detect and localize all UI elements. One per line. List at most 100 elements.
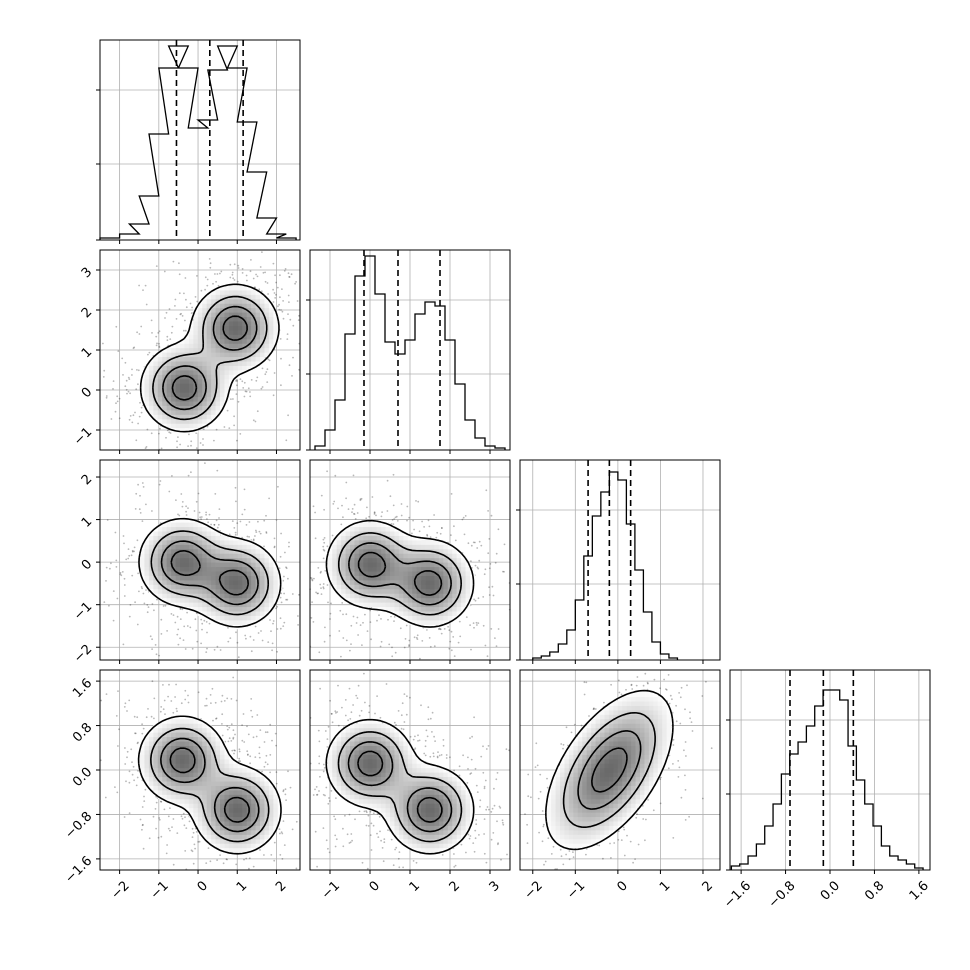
density-cell	[202, 338, 208, 344]
scatter-point	[273, 545, 276, 548]
density-cell	[197, 365, 203, 371]
density-cell	[206, 566, 212, 572]
density-cell	[246, 580, 252, 585]
scatter-point	[179, 443, 182, 446]
scatter-point	[461, 518, 464, 521]
density-cell	[175, 418, 181, 424]
scatter-point	[176, 440, 178, 443]
scatter-point	[208, 258, 211, 260]
density-cell	[376, 535, 382, 541]
density-cell	[268, 316, 274, 322]
density-cell	[140, 387, 145, 393]
scatter-point	[257, 520, 259, 523]
density-cell	[260, 303, 265, 309]
density-cell	[367, 544, 373, 550]
density-cell	[166, 352, 172, 358]
density-cell	[153, 535, 159, 541]
density-cell	[372, 597, 378, 603]
density-cell	[246, 285, 252, 291]
density-cell	[175, 347, 181, 353]
scatter-point	[258, 288, 261, 291]
density-cell	[242, 553, 248, 559]
density-cell	[148, 575, 154, 581]
scatter-point	[166, 335, 169, 338]
density-cell	[140, 562, 145, 568]
density-cell	[425, 544, 431, 550]
density-cell	[367, 553, 373, 559]
density-cell	[188, 392, 194, 398]
scatter-point	[310, 617, 313, 619]
scatter-point	[135, 784, 138, 787]
density-cell	[255, 566, 261, 572]
scatter-point	[145, 446, 148, 448]
density-cell	[171, 794, 176, 800]
scatter-point	[186, 625, 189, 627]
density-cell	[180, 401, 185, 406]
density-cell	[412, 553, 418, 559]
scatter-point	[285, 598, 287, 601]
density-cell	[233, 816, 239, 822]
density-cell	[211, 312, 216, 318]
density-cell	[180, 410, 185, 415]
scatter-point	[400, 503, 403, 505]
scatter-point	[105, 693, 108, 695]
density-cell	[407, 575, 413, 581]
scatter-point	[463, 533, 466, 536]
scatter-point	[448, 647, 451, 650]
density-cell	[220, 575, 225, 581]
density-cell	[264, 606, 270, 612]
density-cell	[438, 571, 444, 576]
scatter-point	[246, 754, 249, 756]
density-cell	[197, 593, 203, 599]
density-cell	[184, 338, 190, 344]
density-cell	[157, 790, 163, 795]
scatter-point	[180, 815, 183, 818]
density-cell	[363, 588, 369, 594]
scatter-point	[158, 345, 161, 348]
scatter-point	[184, 329, 187, 332]
density-cell	[233, 834, 239, 840]
density-cell	[220, 843, 225, 849]
density-cell	[202, 526, 208, 532]
scatter-point	[150, 715, 153, 718]
density-cell	[202, 356, 208, 362]
scatter-point	[476, 624, 478, 626]
scatter-point	[216, 859, 219, 861]
density-cell	[193, 597, 199, 603]
scatter-point	[269, 754, 272, 756]
density-cell	[443, 544, 449, 550]
density-cell	[246, 620, 252, 625]
density-cell	[242, 316, 248, 322]
scatter-point	[122, 374, 124, 376]
scatter-point	[273, 859, 276, 862]
density-cell	[202, 562, 208, 568]
density-cell	[430, 540, 435, 545]
density-cell	[175, 522, 181, 528]
scatter-point	[450, 534, 452, 536]
density-cell	[354, 540, 360, 545]
scatter-point	[287, 414, 289, 417]
density-cell	[228, 365, 234, 371]
scatter-point	[179, 637, 182, 640]
density-cell	[421, 575, 426, 581]
scatter-point	[266, 381, 269, 383]
scatter-point	[207, 847, 210, 849]
scatter-point	[194, 847, 197, 850]
scatter-point	[155, 653, 158, 656]
density-cell	[220, 334, 225, 340]
density-cell	[438, 557, 444, 563]
density-cell	[188, 566, 194, 572]
density-cell	[166, 423, 172, 429]
density-cell	[251, 843, 256, 849]
scatter-point	[151, 648, 154, 650]
scatter-point	[116, 597, 119, 600]
scatter-point	[252, 865, 255, 868]
density-cell	[255, 316, 261, 322]
scatter-point	[127, 557, 130, 560]
density-cell	[180, 427, 185, 433]
density-cell	[268, 338, 274, 344]
density-cell	[202, 553, 208, 559]
scatter-point	[378, 614, 380, 617]
density-cell	[220, 330, 225, 335]
density-cell	[171, 378, 176, 384]
